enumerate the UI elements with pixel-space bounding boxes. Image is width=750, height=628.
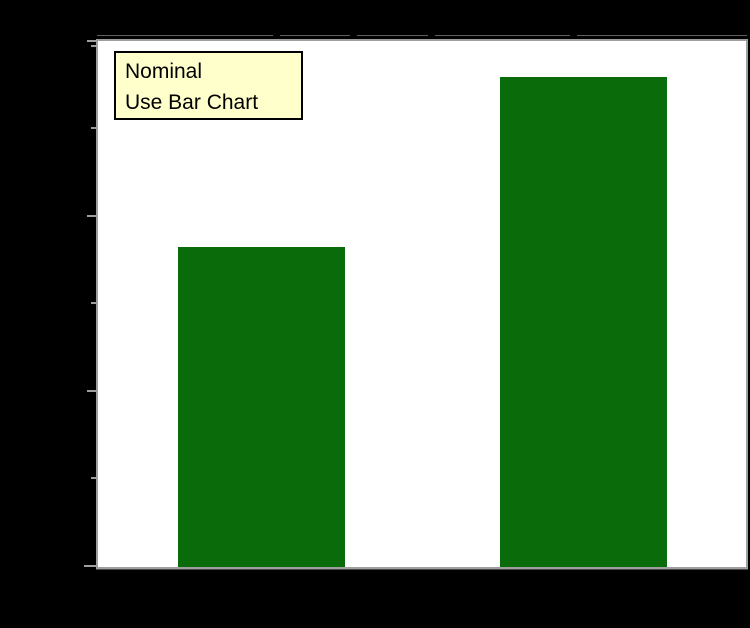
y-axis-tick xyxy=(91,45,96,47)
top-line-gap xyxy=(350,33,357,38)
annotation-line-1: Nominal xyxy=(125,60,203,83)
top-axis-outer-line xyxy=(97,35,747,36)
y-axis-tick xyxy=(91,477,96,479)
y-axis-tick xyxy=(91,127,96,129)
y-axis-tick xyxy=(87,40,96,42)
y-axis-tick xyxy=(87,390,96,392)
annotation-line-2: Use Bar Chart xyxy=(125,91,259,114)
bar xyxy=(178,247,345,567)
top-line-gap xyxy=(428,33,435,38)
top-line-gap xyxy=(570,33,577,38)
y-axis-tick xyxy=(84,565,96,567)
y-axis-tick xyxy=(87,215,96,217)
y-axis-tick xyxy=(91,302,96,304)
plot-area: Nominal Use Bar Chart xyxy=(96,39,748,569)
bar xyxy=(500,76,667,567)
annotation-box: Nominal Use Bar Chart xyxy=(114,51,303,120)
top-line-gap xyxy=(273,33,280,38)
